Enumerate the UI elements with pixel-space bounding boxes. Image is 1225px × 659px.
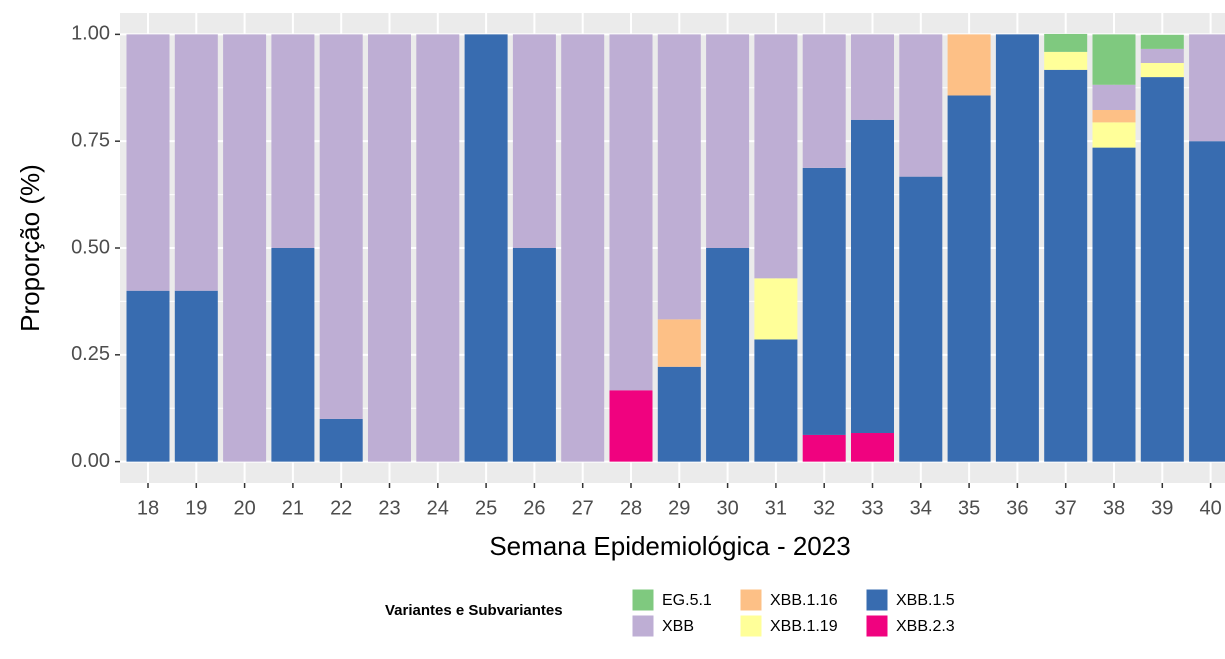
bar-segment [851, 433, 894, 462]
bar-segment [802, 434, 846, 462]
bar-segment [512, 34, 556, 249]
x-tick-label: 34 [910, 497, 932, 519]
legend-key [631, 614, 655, 638]
legend-label: XBB.1.19 [770, 618, 838, 635]
bar-segment [561, 34, 605, 462]
bar-segment [947, 34, 991, 96]
x-tick-label: 21 [282, 497, 304, 519]
bar-segment [754, 34, 798, 279]
y-tick-label: 0.00 [71, 450, 110, 472]
y-tick-label: 0.25 [71, 343, 110, 365]
bar-segment [1189, 34, 1225, 142]
x-tick-label: 27 [572, 497, 594, 519]
bar-segment [802, 34, 846, 168]
x-tick-label: 25 [475, 497, 497, 519]
bar-segment [223, 34, 267, 462]
x-tick-label: 39 [1151, 497, 1173, 519]
y-tick-label: 0.50 [71, 236, 110, 258]
x-tick-label: 37 [1055, 497, 1077, 519]
x-tick-label: 23 [378, 497, 400, 519]
bar-segment [416, 34, 460, 462]
legend-label: EG.5.1 [662, 592, 712, 609]
legend-label: XBB.2.3 [896, 618, 955, 635]
legend-key [865, 588, 889, 612]
y-axis-title: Proporção (%) [15, 164, 45, 332]
bar-segment [271, 248, 315, 462]
x-tick-label: 30 [716, 497, 738, 519]
x-axis-title: Semana Epidemiológica - 2023 [489, 531, 850, 561]
bar-segment [706, 248, 750, 462]
bar-segment [947, 95, 991, 462]
bar-segment [1044, 69, 1088, 462]
bar-segment [1140, 34, 1184, 49]
bar-segment [657, 319, 701, 367]
bar-segment [851, 34, 894, 120]
bar-segment [1189, 141, 1225, 462]
bar-segment [754, 278, 798, 340]
bar-segment [271, 34, 315, 249]
bar-segment [1140, 48, 1184, 63]
bar-segment [174, 34, 218, 291]
bar-segment [1044, 51, 1088, 70]
bar-segment [609, 34, 653, 391]
x-tick-label: 18 [137, 497, 159, 519]
x-tick-label: 31 [765, 497, 787, 519]
legend-label: XBB.1.5 [896, 592, 955, 609]
bar-segment [995, 34, 1039, 462]
bar-segment [899, 176, 943, 462]
x-tick-label: 20 [233, 497, 255, 519]
x-tick-label: 40 [1199, 497, 1221, 519]
legend-key [739, 614, 763, 638]
y-tick-label: 0.75 [71, 129, 110, 151]
x-tick-label: 32 [813, 497, 835, 519]
y-tick-label: 1.00 [71, 23, 110, 45]
bar-segment [1044, 33, 1088, 52]
bar-segment [899, 34, 943, 177]
bar-segment [802, 167, 846, 435]
legend-title: Variantes e Subvariantes [385, 602, 563, 619]
bar-segment [754, 339, 798, 462]
x-tick-label: 29 [668, 497, 690, 519]
x-tick-label: 36 [1006, 497, 1028, 519]
legend-key [739, 588, 763, 612]
bar-segment [512, 248, 556, 462]
bar-segment [1092, 109, 1136, 123]
x-tick-label: 28 [620, 497, 642, 519]
x-tick-label: 33 [861, 497, 883, 519]
x-tick-label: 35 [958, 497, 980, 519]
bar-segment [319, 34, 363, 419]
x-tick-label: 22 [330, 497, 352, 519]
bar-segment [657, 366, 701, 462]
bar-segment [1140, 77, 1184, 462]
bar-segment [657, 34, 701, 320]
bar-segment [609, 390, 653, 462]
x-tick-label: 24 [427, 497, 449, 519]
x-tick-label: 38 [1103, 497, 1125, 519]
bar-segment [1092, 34, 1136, 85]
legend-label: XBB.1.16 [770, 592, 838, 609]
bar-segment [706, 34, 750, 249]
bar-segment [126, 34, 170, 291]
bar-segment [368, 34, 411, 462]
bar-segment [126, 290, 170, 462]
legend-key [865, 614, 889, 638]
x-tick-label: 26 [523, 497, 545, 519]
bar-segment [1140, 62, 1184, 78]
bar-segment [1092, 147, 1136, 462]
bar-segment [319, 418, 363, 462]
legend-key [631, 588, 655, 612]
bar-segment [851, 119, 894, 434]
bar-segment [1092, 122, 1136, 148]
bar-segment [174, 290, 218, 462]
x-tick-label: 19 [185, 497, 207, 519]
bar-segment [464, 34, 508, 462]
legend-label: XBB [662, 618, 694, 635]
bar-segment [1092, 84, 1136, 110]
